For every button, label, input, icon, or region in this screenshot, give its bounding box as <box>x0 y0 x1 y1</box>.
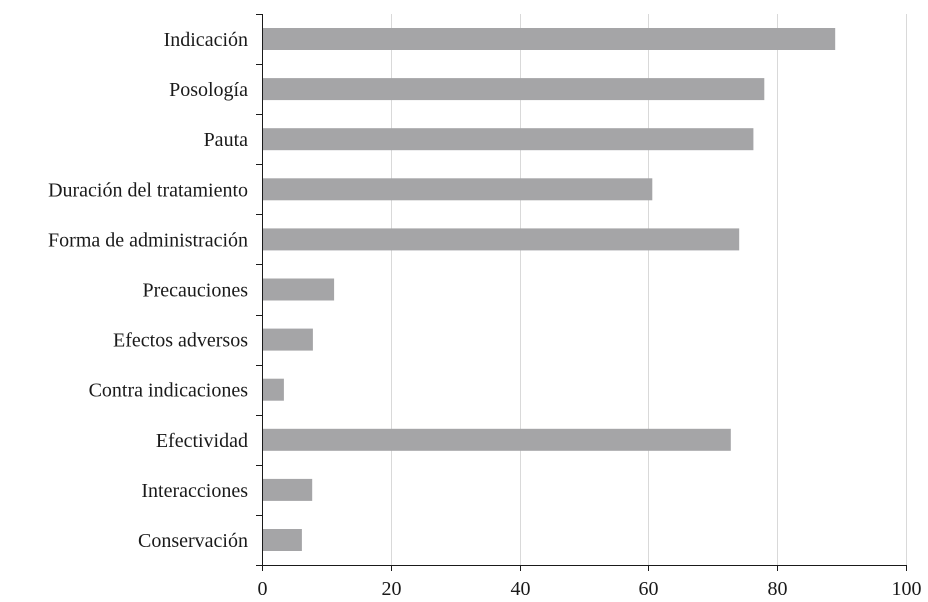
bar-9 <box>262 478 313 501</box>
bars <box>262 28 836 551</box>
bar-3 <box>262 178 653 201</box>
category-label-3: Duración del tratamiento <box>48 179 248 201</box>
bar-1 <box>262 78 765 101</box>
category-label-1: Posología <box>169 79 248 101</box>
bar-5 <box>262 278 335 301</box>
category-label-6: Efectos adversos <box>113 330 248 352</box>
gridlines <box>391 14 907 565</box>
category-label-5: Precauciones <box>142 280 248 302</box>
category-label-7: Contra indicaciones <box>89 380 249 402</box>
x-tick-label-20: 20 <box>382 578 402 600</box>
category-label-9: Interacciones <box>141 480 248 502</box>
category-label-2: Pauta <box>204 129 249 151</box>
bar-4 <box>262 228 740 251</box>
x-tick-label-100: 100 <box>892 578 922 600</box>
category-labels: Indicación Posología Pauta Duración del tra… <box>48 29 248 552</box>
category-label-8: Efectividad <box>156 430 248 452</box>
bar-2 <box>262 128 754 151</box>
bar-8 <box>262 428 731 451</box>
x-tick-label-60: 60 <box>639 578 659 600</box>
category-label-0: Indicación <box>164 29 248 51</box>
bar-10 <box>262 529 302 551</box>
bar-6 <box>262 328 313 351</box>
x-tick-label-0: 0 <box>258 578 268 600</box>
x-tick-label-40: 40 <box>511 578 531 600</box>
x-tick-label-80: 80 <box>768 578 788 600</box>
bar-0 <box>262 28 836 50</box>
category-label-10: Conservación <box>138 530 248 552</box>
bar-7 <box>262 378 284 401</box>
axes <box>256 14 907 571</box>
x-tick-labels: 0 20 40 60 80 100 <box>258 578 922 600</box>
category-label-4: Forma de administración <box>48 229 248 251</box>
